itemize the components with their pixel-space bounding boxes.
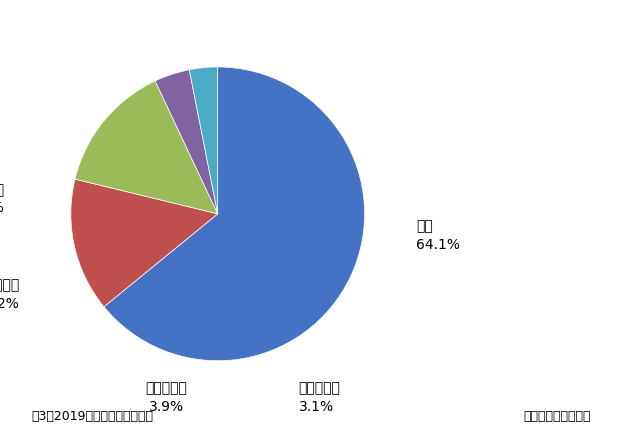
Text: 注3．2019年度販売数量ベース: 注3．2019年度販売数量ベース	[31, 410, 153, 423]
Text: 石粒付金属
3.1%: 石粒付金属 3.1%	[299, 381, 340, 414]
Text: 矢野経済研究所調べ: 矢野経済研究所調べ	[523, 410, 591, 423]
Wedge shape	[75, 81, 218, 214]
Text: シングル材
3.9%: シングル材 3.9%	[146, 381, 187, 414]
Wedge shape	[104, 67, 364, 361]
Text: 粘土瓦
14.7%: 粘土瓦 14.7%	[0, 183, 5, 216]
Wedge shape	[71, 179, 218, 307]
Wedge shape	[189, 67, 218, 214]
Text: 金属
64.1%: 金属 64.1%	[416, 220, 460, 252]
Text: セメント系瓦
14.2%: セメント系瓦 14.2%	[0, 279, 19, 311]
Wedge shape	[155, 70, 218, 214]
